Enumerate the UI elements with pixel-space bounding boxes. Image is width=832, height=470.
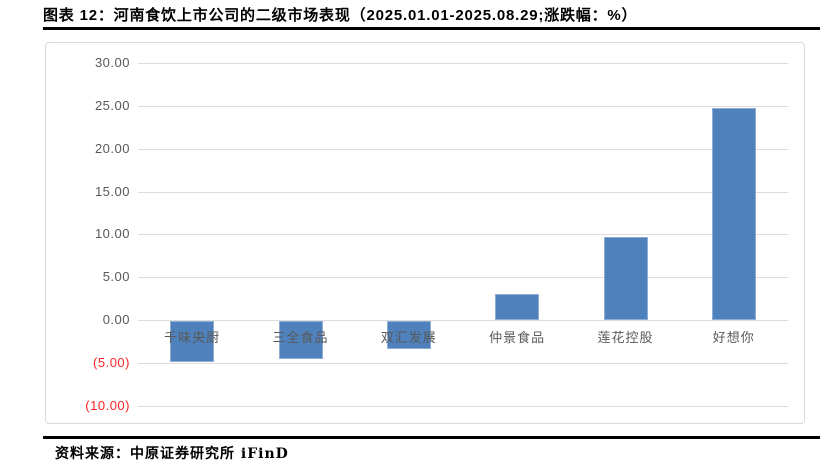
- title-divider: [43, 27, 820, 30]
- gridline: [138, 105, 788, 107]
- gridline: [138, 362, 788, 364]
- bar-chart: 30.00 25.00 20.00 15.00 10.00 5.00 0.00 (5.00) (…: [45, 42, 805, 424]
- bar-双汇发展: [386, 321, 431, 350]
- figure-title: 图表 12：河南食饮上市公司的二级市场表现（2025.01.01-2025.08…: [43, 7, 638, 24]
- gridline: [138, 405, 788, 407]
- x-category-label: 千味央厨: [164, 331, 221, 347]
- bar-三全食品: [278, 321, 323, 359]
- y-tick-label: 15.00: [94, 183, 130, 199]
- x-category-label: 仲景食品: [489, 331, 546, 347]
- bar-莲花控股: [603, 237, 648, 321]
- gridline: [138, 320, 788, 322]
- x-category-label: 三全食品: [272, 331, 329, 347]
- footer-divider: [43, 436, 820, 439]
- x-category-label: 好想你: [712, 331, 755, 347]
- bar-好想你: [711, 107, 756, 321]
- gridline: [138, 234, 788, 236]
- bar-仲景食品: [495, 293, 540, 321]
- x-category-label: 双汇发展: [380, 331, 437, 347]
- gridline: [138, 63, 788, 64]
- x-category-label: 莲花控股: [597, 331, 654, 347]
- gridline: [138, 191, 788, 193]
- y-tick-label: (10.00): [85, 397, 130, 413]
- source-note: 资料来源：中原证券研究所 iFinD: [55, 446, 289, 462]
- y-tick-label: 5.00: [102, 269, 130, 285]
- y-tick-label: 30.00: [94, 55, 130, 70]
- y-tick-label: 20.00: [94, 140, 130, 156]
- gridline: [138, 277, 788, 279]
- y-tick-label: 10.00: [94, 226, 130, 242]
- y-tick-label: 0.00: [102, 312, 130, 328]
- gridline: [138, 148, 788, 150]
- y-tick-label: 25.00: [94, 97, 130, 113]
- y-tick-label: (5.00): [93, 354, 130, 370]
- bar-千味央厨: [170, 321, 215, 363]
